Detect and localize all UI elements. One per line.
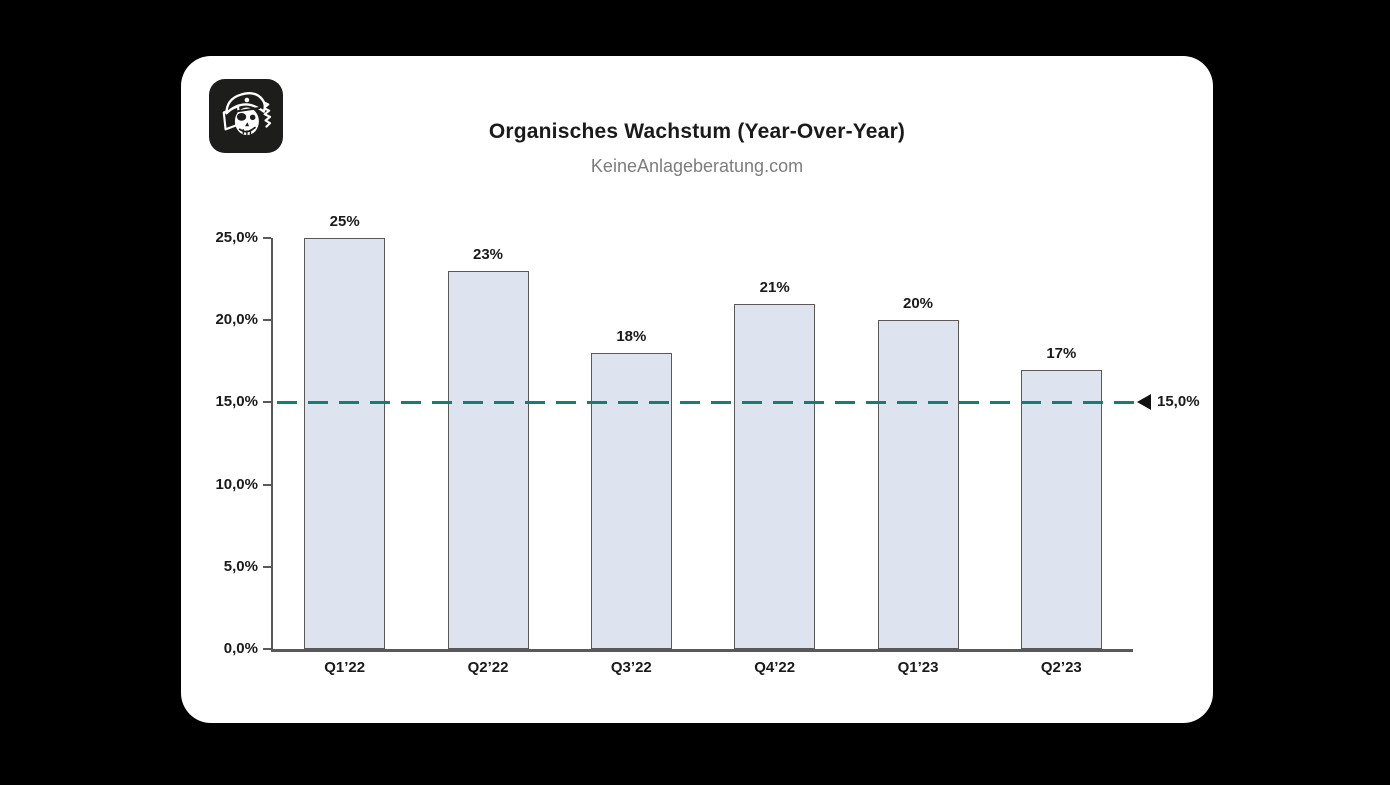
y-axis-tick: [263, 401, 271, 404]
chart-title: Organisches Wachstum (Year-Over-Year): [488, 120, 906, 143]
bar-value-label: 25%: [329, 213, 360, 230]
bar-q3-22: [590, 353, 672, 649]
x-axis-label: Q1’23: [897, 659, 939, 676]
bar-q4-22: [734, 303, 816, 649]
bar-q2-23: [1020, 369, 1102, 649]
bar-value-label: 23%: [472, 245, 504, 263]
bar-chart: 25,0% 20,0% 15,0% 10,0% 5,0% 0,0% 25% Q1’22 23% Q…: [181, 56, 1213, 723]
bar-q2-22: [447, 270, 529, 649]
bar-value-label: 18%: [616, 328, 647, 346]
chart-card: Organisches Wachstum (Year-Over-Year) Ke…: [181, 56, 1213, 723]
x-axis-label: Q4’22: [754, 659, 796, 676]
x-axis-label: Q2’22: [467, 659, 509, 676]
bar-value-label: 21%: [759, 278, 790, 296]
target-line-label: 15,0%: [1157, 393, 1200, 411]
x-axis-line: [271, 649, 1133, 652]
y-axis-tick: [263, 648, 271, 650]
y-axis-line: [271, 238, 273, 651]
y-axis-tick-label: 0,0%: [223, 640, 258, 657]
y-axis-tick-label: 10,0%: [215, 475, 258, 493]
bar-value-label: 20%: [902, 295, 934, 313]
chart-subtitle: KeineAnlageberatung.com: [590, 156, 804, 176]
x-axis-label: Q3’22: [610, 659, 652, 676]
bar-q1-23: [877, 320, 959, 649]
y-axis-tick: [263, 483, 271, 486]
bar-value-label: 17%: [1046, 344, 1077, 362]
y-axis-tick: [263, 319, 271, 322]
y-axis-tick: [263, 565, 271, 568]
y-axis-tick-label: 15,0%: [215, 393, 258, 411]
bar-q1-22: [304, 238, 386, 649]
y-axis-tick-label: 25,0%: [215, 229, 258, 246]
target-line: [277, 401, 1135, 405]
pirate-skull-logo-icon: [209, 79, 283, 153]
y-axis-tick-label: 20,0%: [215, 311, 258, 329]
target-marker-icon: [1137, 394, 1151, 411]
y-axis-tick-label: 5,0%: [223, 557, 258, 575]
y-axis-tick: [263, 237, 271, 239]
x-axis-label: Q1’22: [324, 659, 366, 676]
x-axis-label: Q2’23: [1040, 659, 1082, 676]
